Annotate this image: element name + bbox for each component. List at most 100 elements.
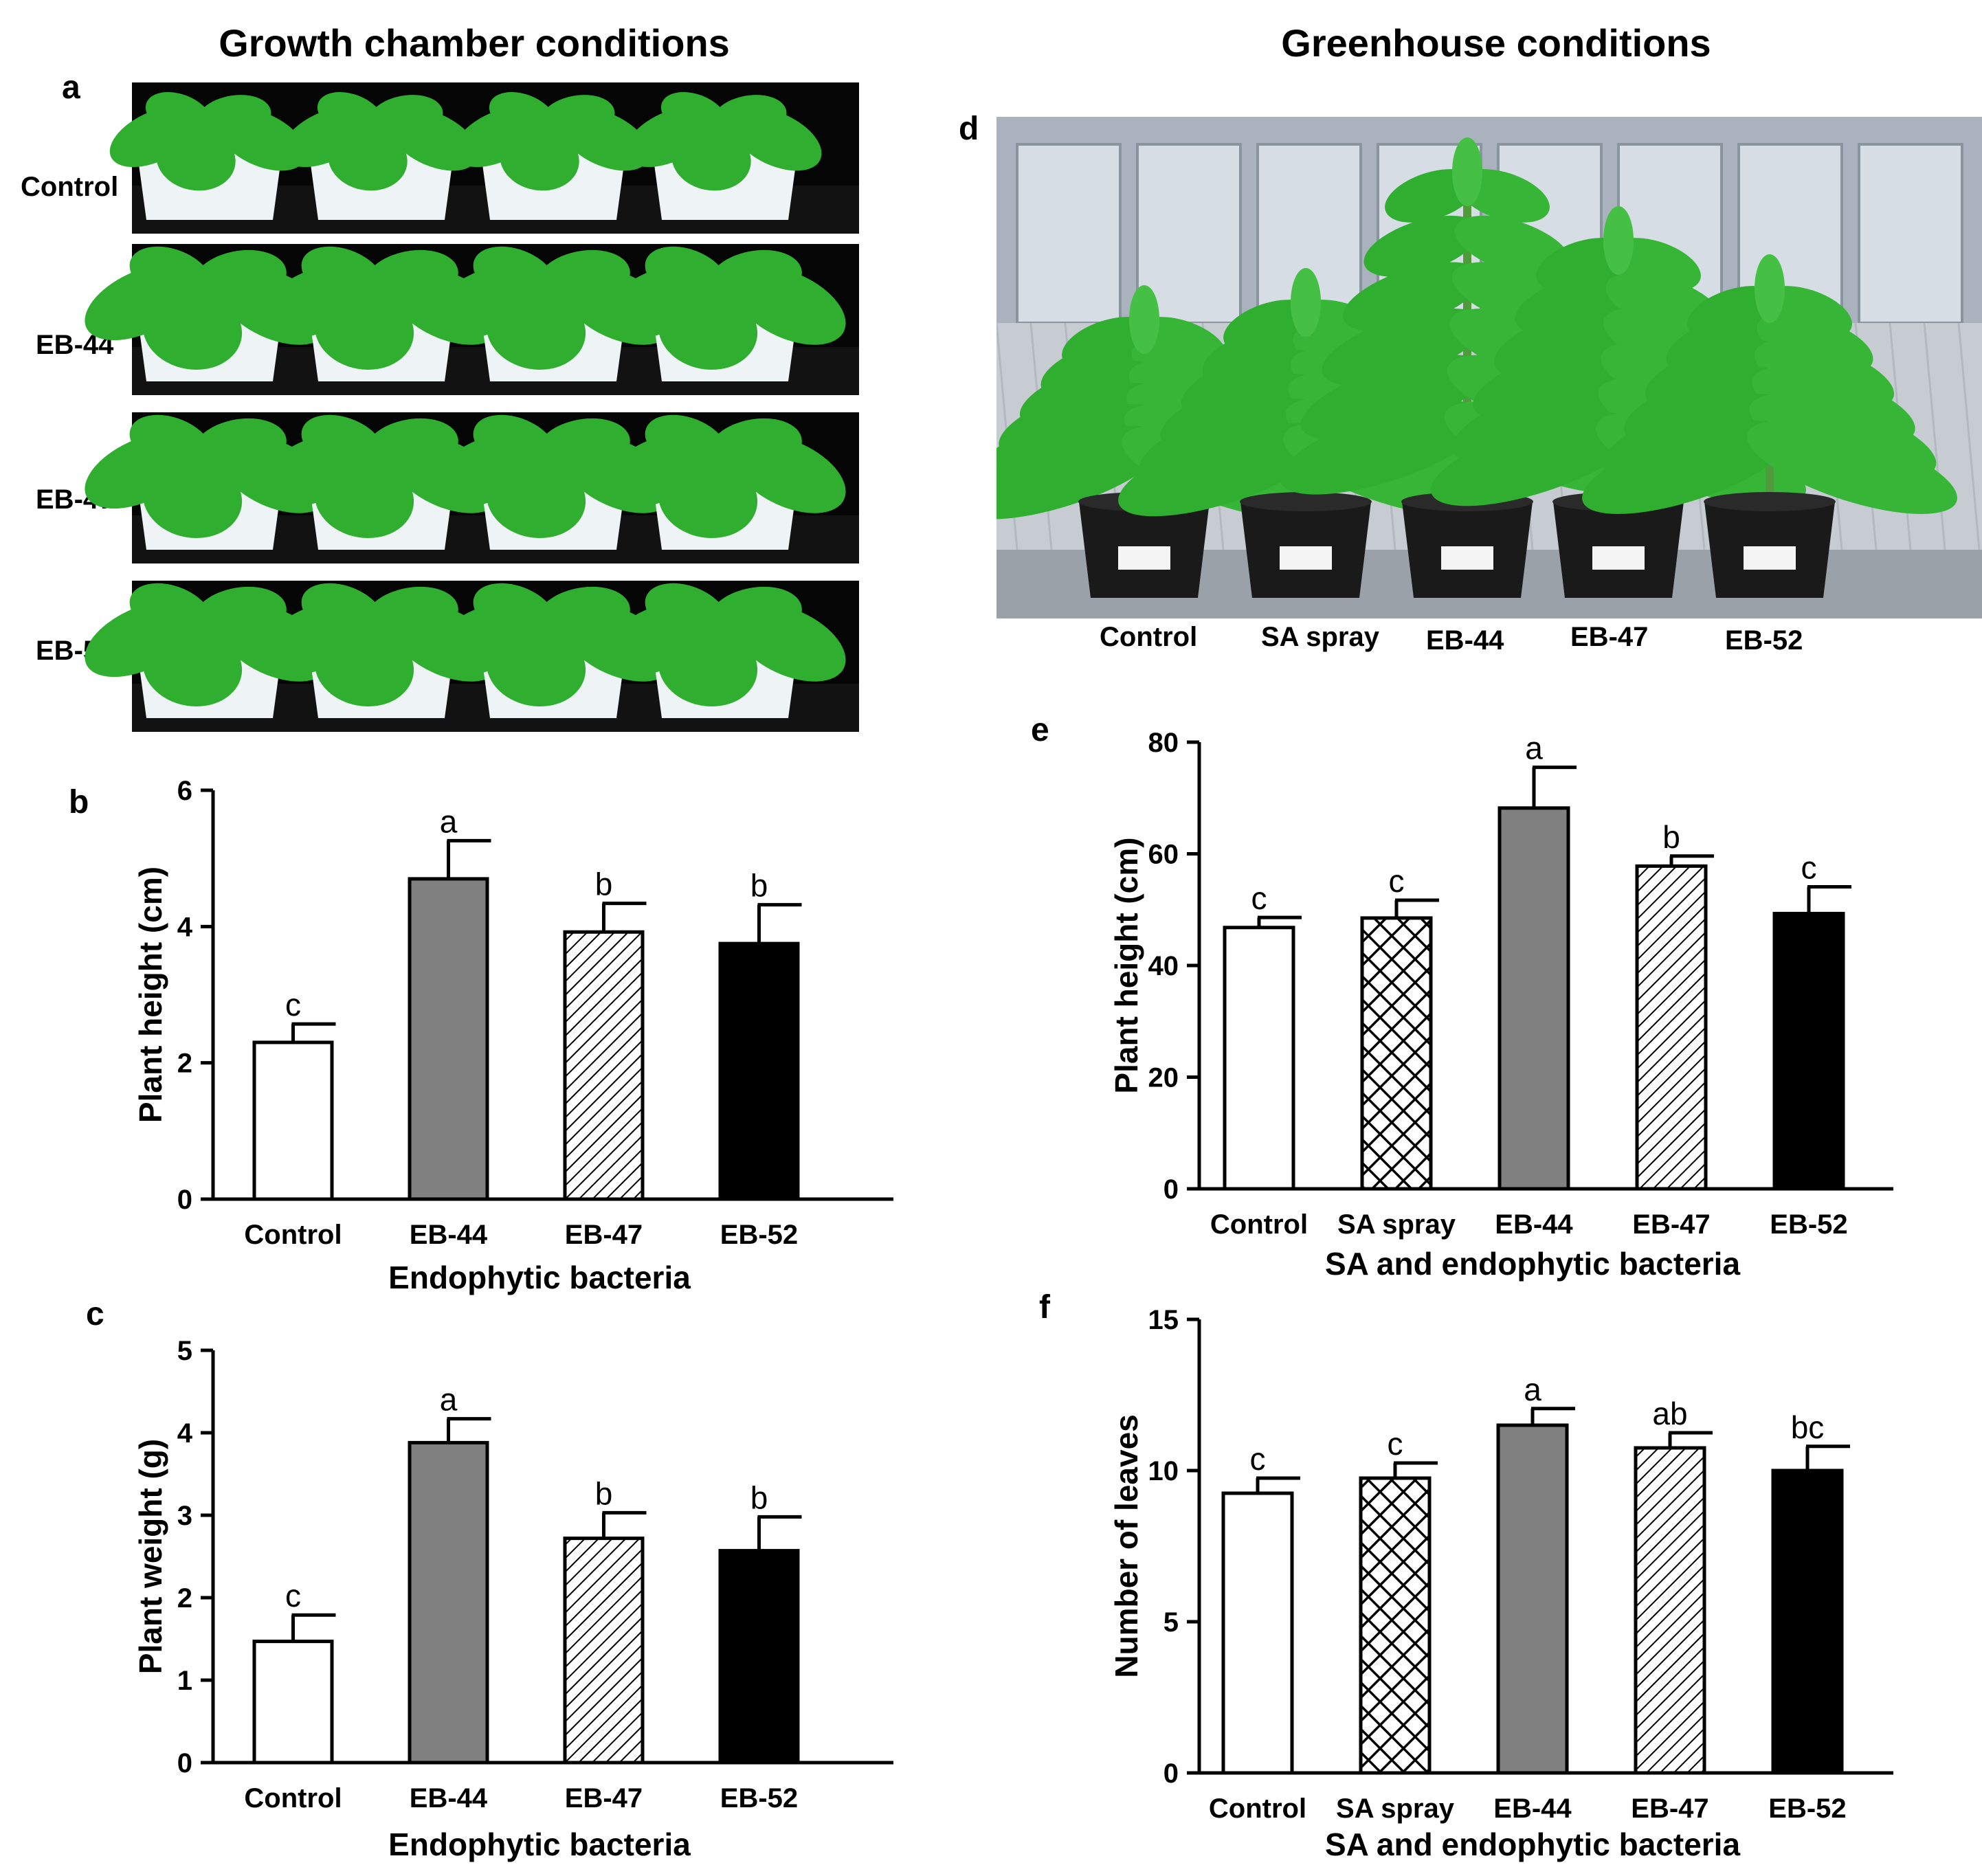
plant-pot (600, 583, 846, 718)
significance-letter: a (440, 1382, 458, 1418)
panel-letter-a: a (62, 69, 80, 106)
y-tick-label: 5 (1163, 1607, 1179, 1638)
bar-eb-44 (1497, 806, 1570, 1191)
photo-row-0 (109, 82, 859, 234)
significance-letter: a (440, 803, 458, 839)
y-tick-label: 40 (1148, 951, 1179, 981)
heading-growth-chamber: Growth chamber conditions (219, 21, 730, 65)
x-tick-label: Control (1209, 1794, 1306, 1824)
photo-d-label-control: Control (1100, 622, 1198, 652)
photo-d-label-eb47: EB-47 (1570, 622, 1649, 652)
x-tick-label: EB-47 (1632, 1209, 1710, 1240)
plant-pot (453, 92, 650, 220)
bar-eb-47 (563, 1537, 645, 1765)
photo-d-label-eb52: EB-52 (1725, 625, 1803, 656)
bar-control (252, 1640, 334, 1765)
significance-letter: c (1250, 1441, 1266, 1477)
significance-letter: b (595, 867, 613, 902)
bar-eb-52 (1771, 1469, 1844, 1775)
plant-pot (625, 92, 822, 220)
y-tick-label: 15 (1148, 1305, 1179, 1335)
photo-row-1 (85, 244, 859, 395)
significance-letter: c (1251, 880, 1267, 916)
chart-number-of-leaves: 0 5 10 15 Number of leaves c Control c SA spray a… (1109, 1305, 1893, 1862)
bar-eb-44 (408, 1440, 489, 1765)
x-tick-label: Control (244, 1783, 342, 1813)
bar-eb-47 (1635, 864, 1708, 1191)
plant-pot (109, 92, 307, 220)
significance-letter: c (285, 987, 301, 1023)
y-tick-label: 20 (1148, 1063, 1179, 1093)
photo-d-label-eb44: EB-44 (1426, 625, 1504, 656)
photo-panel-d: Control SA spray EB-44 EB-47 EB-52 (996, 117, 1982, 667)
significance-letter: c (1388, 1426, 1403, 1462)
y-tick-label: 4 (177, 1418, 193, 1449)
y-tick-label: 60 (1148, 840, 1179, 870)
x-tick-label: EB-52 (720, 1220, 798, 1250)
significance-letter: c (1389, 863, 1405, 899)
x-axis-title: SA and endophytic bacteria (1325, 1246, 1741, 1282)
bar-eb-44 (1496, 1423, 1569, 1775)
bar-control (1223, 926, 1295, 1191)
x-axis-title: Endophytic bacteria (388, 1260, 691, 1295)
x-axis-title: Endophytic bacteria (388, 1827, 691, 1862)
y-tick-label: 0 (1163, 1174, 1179, 1205)
significance-letter: a (1525, 730, 1543, 766)
significance-letter: b (595, 1475, 613, 1511)
bar-control (252, 1040, 334, 1201)
x-tick-label: EB-52 (720, 1783, 798, 1813)
x-tick-label: EB-44 (1495, 1209, 1573, 1240)
plant-pot (256, 414, 502, 550)
bar-eb-52 (718, 1549, 800, 1765)
greenhouse-photo (996, 117, 1982, 618)
y-tick-label: 3 (177, 1501, 192, 1531)
bar-eb-44 (408, 877, 489, 1201)
x-tick-label: SA spray (1337, 1209, 1456, 1240)
bar-eb-52 (1772, 911, 1845, 1191)
x-tick-label: Control (244, 1220, 342, 1250)
photo-d-label-sa-spray: SA spray (1261, 622, 1379, 652)
x-tick-label: EB-44 (410, 1783, 488, 1813)
bar-sa-spray (1359, 1476, 1432, 1775)
significance-letter: a (1524, 1372, 1541, 1407)
row-label-control: Control (21, 172, 119, 202)
bar-sa-spray (1360, 916, 1433, 1191)
photo-row-2 (85, 412, 859, 563)
y-tick-label: 6 (177, 776, 192, 806)
x-tick-label: EB-44 (410, 1220, 488, 1250)
chart-plant-weight-chamber: 0 1 2 3 4 5 Plant weight (g) c Control a EB-44 b EB-… (133, 1336, 893, 1862)
photo-panel-a: Control EB-44 EB-47 EB-52 (0, 82, 866, 742)
bar-eb-52 (718, 941, 800, 1201)
significance-letter: b (1662, 819, 1680, 855)
significance-letter: b (750, 1479, 768, 1515)
y-axis-title: Plant weight (g) (133, 1439, 168, 1674)
x-tick-label: Control (1210, 1209, 1308, 1240)
x-tick-label: EB-47 (565, 1220, 643, 1250)
panel-letter-d: d (959, 111, 979, 147)
significance-letter: ab (1652, 1396, 1687, 1431)
x-axis-title: SA and endophytic bacteria (1325, 1827, 1741, 1862)
plant-pot (600, 414, 846, 550)
y-tick-label: 0 (177, 1748, 192, 1778)
y-axis-title: Number of leaves (1109, 1414, 1144, 1677)
plant-pot (428, 414, 674, 550)
y-tick-label: 2 (177, 1583, 192, 1613)
significance-letter: b (750, 868, 768, 904)
x-tick-label: EB-47 (565, 1783, 643, 1813)
y-tick-label: 80 (1148, 728, 1179, 758)
plant-pot (256, 246, 502, 381)
panel-letter-b: b (69, 784, 89, 820)
plant-pot (85, 246, 331, 381)
chart-plant-height-greenhouse: 0 20 40 60 80 Plant height (cm) c Control c SA sp… (1109, 728, 1893, 1282)
greenhouse-plant (1431, 206, 1806, 598)
y-tick-label: 1 (177, 1666, 192, 1696)
chart-plant-height-chamber: 0 2 4 6 Plant height (cm) c Control a EB-44 b EB-4… (133, 776, 893, 1295)
photo-row-3 (85, 581, 859, 732)
heading-greenhouse: Greenhouse conditions (1281, 21, 1711, 65)
panel-letter-e: e (1031, 712, 1049, 748)
x-tick-label: EB-52 (1768, 1794, 1846, 1824)
x-tick-label: EB-47 (1631, 1794, 1708, 1824)
plant-pot (281, 92, 478, 220)
y-axis-title: Plant height (cm) (133, 867, 168, 1123)
x-tick-label: EB-52 (1770, 1209, 1847, 1240)
